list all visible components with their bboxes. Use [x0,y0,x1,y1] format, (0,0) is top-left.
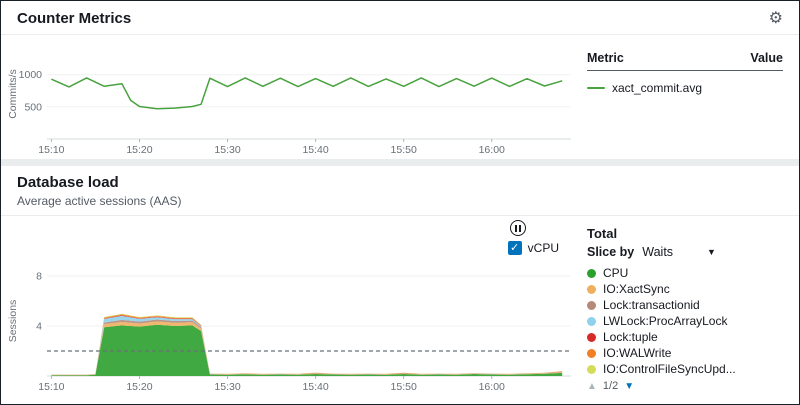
counter-metrics-chart[interactable]: 500 1000 15:10 15:20 15:30 15:40 15:50 16:00 Com… [7,41,579,159]
svg-text:15:40: 15:40 [302,381,328,393]
page-down-icon[interactable]: ▼ [624,380,635,392]
svg-text:4: 4 [36,321,42,333]
svg-text:15:50: 15:50 [391,381,417,393]
legend-color-dot [587,268,596,278]
section-divider [1,159,799,166]
svg-text:15:30: 15:30 [214,381,240,393]
database-load-legend: Total Slice by Waits ▼ CPU IO:XactSync Loc… [587,220,783,396]
database-load-panel: Database load Average active sessions (A… [1,166,799,396]
vcpu-checkbox-label: vCPU [527,241,559,255]
wait-legend-label: LWLock:ProcArrayLock [603,314,728,328]
database-load-chart-column: ✓ vCPU 4 8 15:10 15:20 15:30 15:40 15:50 16:00 S… [7,220,579,396]
wait-legend-item[interactable]: IO:WALWrite [587,345,783,361]
metric-line-swatch [587,87,605,89]
svg-text:15:10: 15:10 [38,144,64,156]
wait-legend-label: Lock:transactionid [603,298,700,312]
svg-text:8: 8 [36,271,42,283]
database-load-chart[interactable]: 4 8 15:10 15:20 15:30 15:40 15:50 16:00 Sessions [7,258,579,396]
wait-legend-label: Lock:tuple [603,330,658,344]
page-indicator: 1/2 [602,380,619,392]
legend-metric-header: Metric [587,51,624,65]
wait-legend-label: CPU [603,266,629,280]
counter-legend-row[interactable]: xact_commit.avg [587,71,783,95]
settings-gear-icon[interactable]: ⚙ [768,9,783,27]
wait-legend-item[interactable]: Lock:transactionid [587,297,783,313]
wait-legend-item[interactable]: IO:XactSync [587,281,783,297]
chart-controls: ✓ vCPU [507,220,559,258]
vcpu-checkbox[interactable]: ✓ [507,241,522,255]
counter-metrics-body: 500 1000 15:10 15:20 15:30 15:40 15:50 16:00 Com… [1,35,799,159]
counter-metrics-legend: Metric Value xact_commit.avg [587,41,783,159]
legend-color-dot [587,284,596,294]
pause-button[interactable] [509,220,526,236]
legend-color-dot [587,300,596,310]
svg-text:1000: 1000 [19,69,43,81]
svg-text:15:20: 15:20 [126,144,152,156]
wait-legend-label: IO:ControlFileSyncUpd... [603,362,736,376]
chevron-down-icon[interactable]: ▼ [707,247,716,257]
wait-legend-item[interactable]: LWLock:ProcArrayLock [587,313,783,329]
counter-metrics-title: Counter Metrics [17,10,132,27]
metric-label: xact_commit.avg [612,81,703,95]
svg-text:15:20: 15:20 [126,381,152,393]
legend-color-dot [587,348,596,358]
svg-text:15:50: 15:50 [391,144,417,156]
svg-text:15:40: 15:40 [302,144,328,156]
counter-metrics-panel: Counter Metrics ⚙ 500 1000 15:10 15:20 15:30… [1,1,799,159]
legend-value-header: Value [750,51,783,65]
slice-by-row: Slice by Waits ▼ [587,245,783,259]
wait-legend-label: IO:XactSync [603,282,670,296]
vcpu-toggle-row: ✓ vCPU [507,241,559,255]
database-load-header: Database load Average active sessions (A… [1,166,799,216]
legend-color-dot [587,316,596,326]
waits-legend-list: CPU IO:XactSync Lock:transactionid LWLock:P… [587,265,783,377]
svg-text:Sessions: Sessions [7,300,19,343]
wait-legend-label: IO:WALWrite [603,346,672,360]
svg-text:16:00: 16:00 [479,144,505,156]
svg-text:16:00: 16:00 [479,381,505,393]
counter-metrics-header: Counter Metrics ⚙ [1,1,799,35]
legend-color-dot [587,332,596,342]
counter-legend-rows: xact_commit.avg [587,71,783,95]
slice-by-label: Slice by [587,245,635,259]
slice-by-dropdown[interactable]: Waits [642,245,674,259]
legend-total-header: Total [587,226,618,241]
svg-text:Commits/s: Commits/s [7,69,19,119]
legend-pager: ▲ 1/2 ▼ [587,380,783,392]
counter-legend-header: Metric Value [587,51,783,71]
svg-text:15:10: 15:10 [38,381,64,393]
svg-text:15:30: 15:30 [214,144,240,156]
database-load-title: Database load [17,174,119,191]
legend-color-dot [587,364,596,374]
wait-legend-item[interactable]: IO:ControlFileSyncUpd... [587,361,783,377]
database-load-body: ✓ vCPU 4 8 15:10 15:20 15:30 15:40 15:50 16:00 S… [1,216,799,396]
svg-text:500: 500 [24,101,42,113]
wait-legend-item[interactable]: CPU [587,265,783,281]
page-up-icon[interactable]: ▲ [587,380,597,392]
database-load-subtitle: Average active sessions (AAS) [17,194,182,208]
wait-legend-item[interactable]: Lock:tuple [587,329,783,345]
